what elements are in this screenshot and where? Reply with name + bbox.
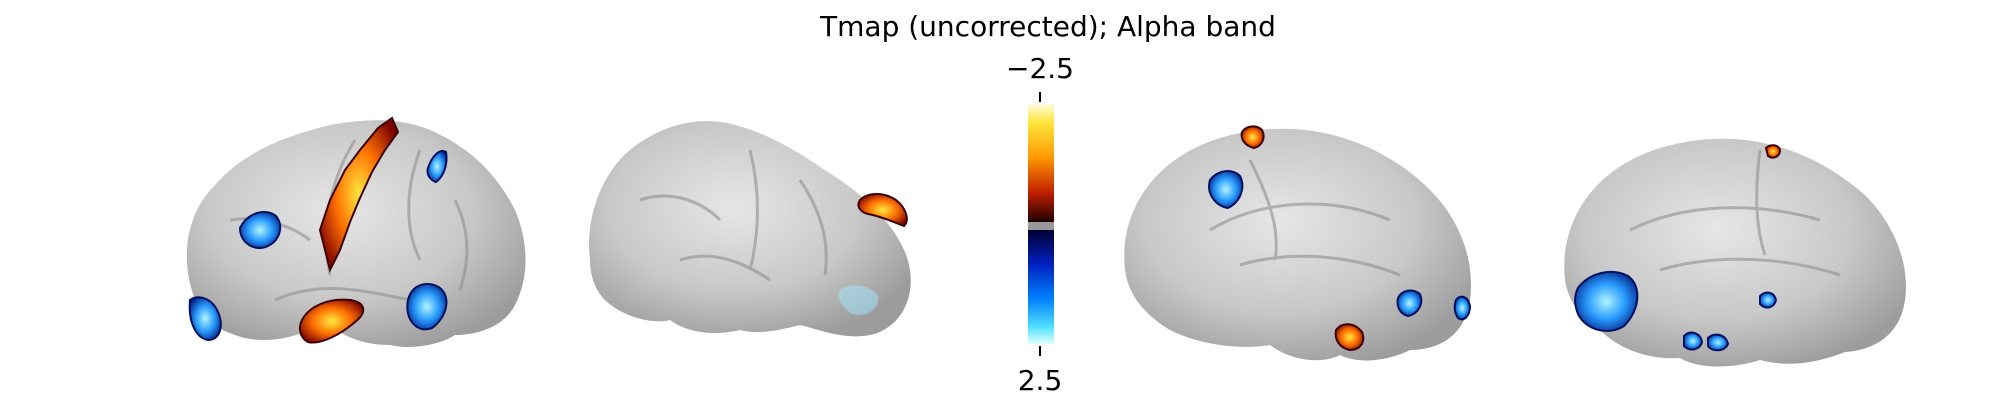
cortex-surface [1564, 138, 1906, 367]
cold-cluster-cingulate [1396, 289, 1423, 318]
sulci-lines [639, 149, 828, 282]
colorbar-top-label: −2.5 [1006, 52, 1074, 85]
sulci-lines [1209, 159, 1401, 277]
brain-view-right-medial [1564, 138, 1906, 367]
cold-faint-occipital [838, 285, 879, 315]
cold-cluster-occipital-medial [1574, 271, 1639, 332]
colorbar [1028, 92, 1054, 356]
hot-cluster-temporal [1334, 323, 1365, 352]
colorbar-cold-segment [1028, 230, 1054, 344]
cold-cluster-medial-frontal [1759, 291, 1778, 309]
cold-cluster-parietal [426, 150, 448, 184]
cold-cluster-frontal [238, 211, 282, 249]
hot-cluster-parietal [857, 193, 908, 228]
cold-cluster-precuneus [1208, 170, 1244, 210]
brain-view-left-medial [1124, 125, 1472, 361]
brain-view-left-lateral [186, 116, 526, 347]
hot-cluster-central [318, 116, 400, 273]
sulci-lines [1629, 149, 1841, 277]
colorbar-midpoint [1028, 222, 1054, 230]
hot-cluster-paracentral [1764, 144, 1782, 159]
cold-cluster-fusiform [1707, 333, 1730, 352]
cold-cluster-frontal-pole [188, 296, 222, 342]
hot-cluster-paracentral [1240, 125, 1265, 150]
colorbar-bottom-label: 2.5 [1017, 364, 1063, 397]
cortex-surface [1124, 128, 1471, 361]
cold-cluster-frontal-medial [1453, 295, 1472, 321]
hot-cluster-temporal [299, 298, 365, 344]
figure-title: Tmap (uncorrected); Alpha band [820, 10, 1276, 43]
brain-view-right-lateral [589, 121, 911, 337]
cold-cluster-occipital [406, 283, 448, 331]
cortex-surface [589, 121, 911, 337]
colorbar-warm-segment [1028, 104, 1054, 222]
cold-cluster-lingual [1683, 331, 1704, 351]
